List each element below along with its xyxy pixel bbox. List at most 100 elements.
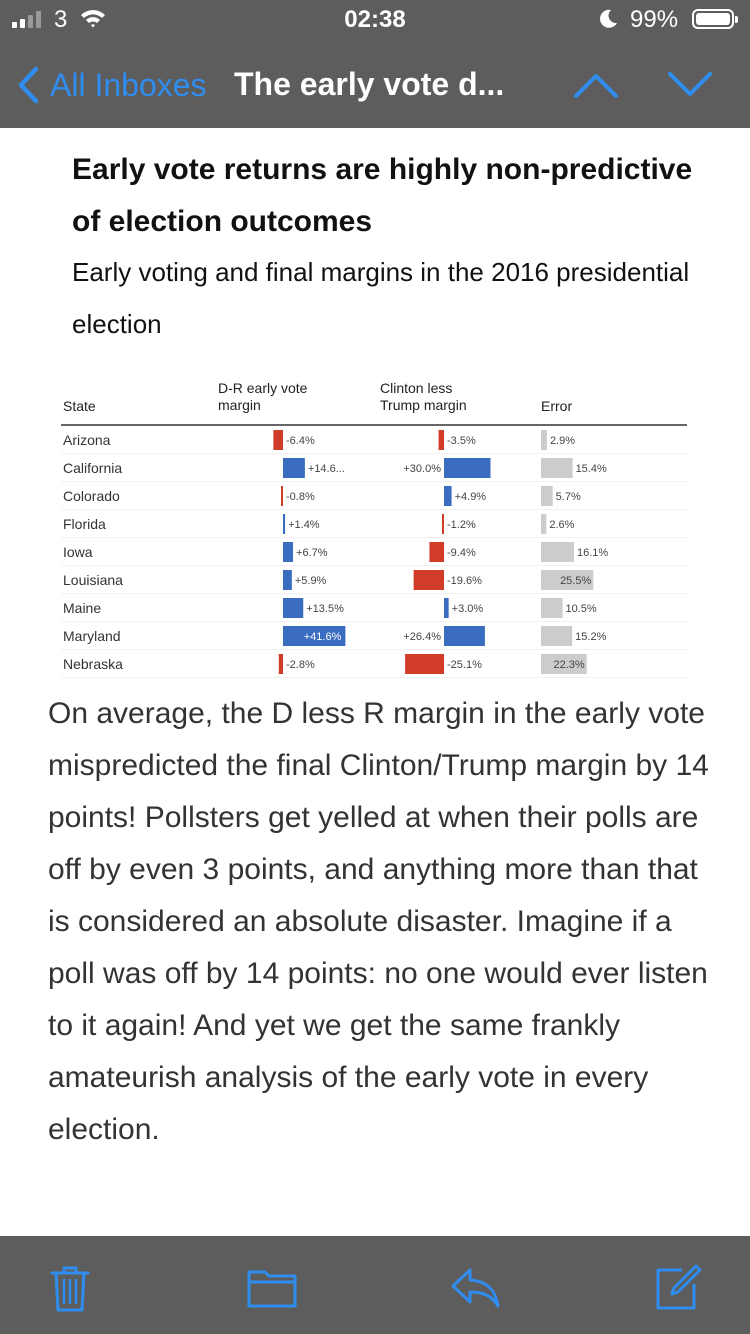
final-margin-bar — [429, 542, 444, 562]
email-body: Early vote returns are highly non-predic… — [0, 128, 750, 1236]
error-bar — [541, 570, 594, 590]
table-row — [61, 510, 687, 538]
error-label: 5.7% — [556, 491, 581, 503]
final-margin-label: +4.9% — [455, 491, 487, 503]
early-vote-label: -2.8% — [286, 659, 315, 671]
nav-bar: All Inboxes The early vote d... — [0, 56, 750, 116]
state-label: Nebraska — [63, 656, 123, 672]
final-margin-bar — [438, 430, 444, 450]
carrier-label: 3 — [54, 6, 68, 33]
state-label: Florida — [63, 516, 106, 532]
previous-message-icon[interactable] — [572, 68, 620, 102]
final-margin-label: -3.5% — [447, 435, 476, 447]
state-label: Maryland — [63, 628, 121, 644]
early-vote-table-chart: State D-R early vote margin Clinton less T… — [61, 380, 687, 678]
early-vote-bar — [278, 654, 283, 674]
table-row — [61, 650, 687, 678]
error-label: 10.5% — [566, 603, 597, 615]
early-vote-label: -0.8% — [286, 491, 315, 503]
clock: 02:38 — [344, 6, 406, 33]
reply-icon[interactable] — [450, 1264, 502, 1310]
final-margin-label: +30.0% — [403, 463, 441, 475]
signal-icon — [12, 10, 41, 28]
final-margin-label: -25.1% — [447, 659, 482, 671]
early-vote-label: +5.9% — [295, 575, 327, 587]
early-vote-bar — [273, 430, 283, 450]
early-vote-bar — [283, 458, 305, 478]
error-bar — [541, 486, 553, 506]
final-margin-bar — [413, 570, 444, 590]
final-margin-label: -19.6% — [447, 575, 482, 587]
early-vote-bar — [283, 598, 304, 618]
chart-headline: Early vote returns are highly non-predic… — [72, 153, 693, 238]
chart-subhead: Early voting and final margins in the 20… — [72, 257, 690, 339]
final-margin-label: -1.2% — [447, 519, 476, 531]
email-paragraph: On average, the D less R margin in the e… — [48, 697, 709, 1146]
early-vote-label: +13.5% — [306, 603, 344, 615]
final-margin-bar — [405, 654, 444, 674]
final-margin-label: +26.4% — [403, 631, 441, 643]
early-vote-bar — [283, 570, 292, 590]
early-vote-bar — [283, 626, 346, 646]
early-vote-bar — [283, 514, 286, 534]
error-label: 15.2% — [575, 631, 606, 643]
state-label: Colorado — [63, 488, 120, 504]
error-bar — [541, 458, 573, 478]
table-row — [61, 426, 687, 454]
table-row — [61, 594, 687, 622]
error-label: 16.1% — [577, 547, 608, 559]
early-vote-bar — [283, 542, 294, 562]
final-margin-bar — [444, 458, 491, 478]
trash-icon[interactable] — [48, 1264, 92, 1314]
table-row — [61, 454, 687, 482]
moon-icon — [600, 9, 617, 28]
wifi-icon — [81, 10, 105, 28]
final-margin-label: +3.0% — [452, 603, 484, 615]
final-margin-bar — [444, 598, 449, 618]
column-header-state: State — [63, 398, 96, 414]
table-row — [61, 482, 687, 510]
error-label: 22.3% — [554, 659, 585, 671]
final-margin-bar — [442, 514, 444, 534]
column-header-early: D-R early vote margin — [218, 380, 308, 413]
error-bar — [541, 654, 587, 674]
table-row — [61, 538, 687, 566]
final-margin-bar — [444, 626, 485, 646]
final-margin-label: -9.4% — [447, 547, 476, 559]
folder-icon[interactable] — [246, 1264, 298, 1310]
chevron-left-icon — [18, 66, 39, 104]
early-vote-label: +41.6% — [304, 631, 342, 643]
final-margin-bar — [444, 486, 452, 506]
early-vote-label: -6.4% — [286, 435, 315, 447]
error-bar — [541, 598, 563, 618]
column-header-error: Error — [541, 398, 572, 414]
early-vote-label: +14.6... — [308, 463, 345, 475]
early-vote-label: +1.4% — [288, 519, 320, 531]
error-bar — [541, 430, 547, 450]
error-bar — [541, 514, 547, 534]
state-label: Arizona — [63, 432, 111, 448]
error-label: 15.4% — [576, 463, 607, 475]
state-label: Maine — [63, 600, 101, 616]
back-button[interactable]: All Inboxes — [16, 66, 207, 104]
compose-icon[interactable] — [654, 1264, 702, 1312]
email-subject: The early vote d... — [234, 66, 505, 102]
early-vote-label: +6.7% — [296, 547, 328, 559]
state-label: Louisiana — [63, 572, 123, 588]
battery-icon — [692, 9, 738, 29]
state-label: Iowa — [63, 544, 93, 560]
error-bar — [541, 542, 575, 562]
table-row — [61, 622, 687, 650]
error-label: 2.6% — [549, 519, 574, 531]
error-bar — [541, 626, 573, 646]
bottom-toolbar — [0, 1236, 750, 1334]
top-bar: 3 02:38 99% All Inboxes The early vote d… — [0, 0, 750, 128]
back-label: All Inboxes — [50, 66, 207, 103]
column-header-final: Clinton less Trump margin — [380, 380, 467, 413]
next-message-icon[interactable] — [666, 68, 714, 102]
early-vote-bar — [281, 486, 283, 506]
state-label: California — [63, 460, 122, 476]
status-bar: 3 02:38 99% — [0, 0, 750, 40]
error-label: 2.9% — [550, 435, 575, 447]
battery-percent: 99% — [630, 6, 679, 33]
